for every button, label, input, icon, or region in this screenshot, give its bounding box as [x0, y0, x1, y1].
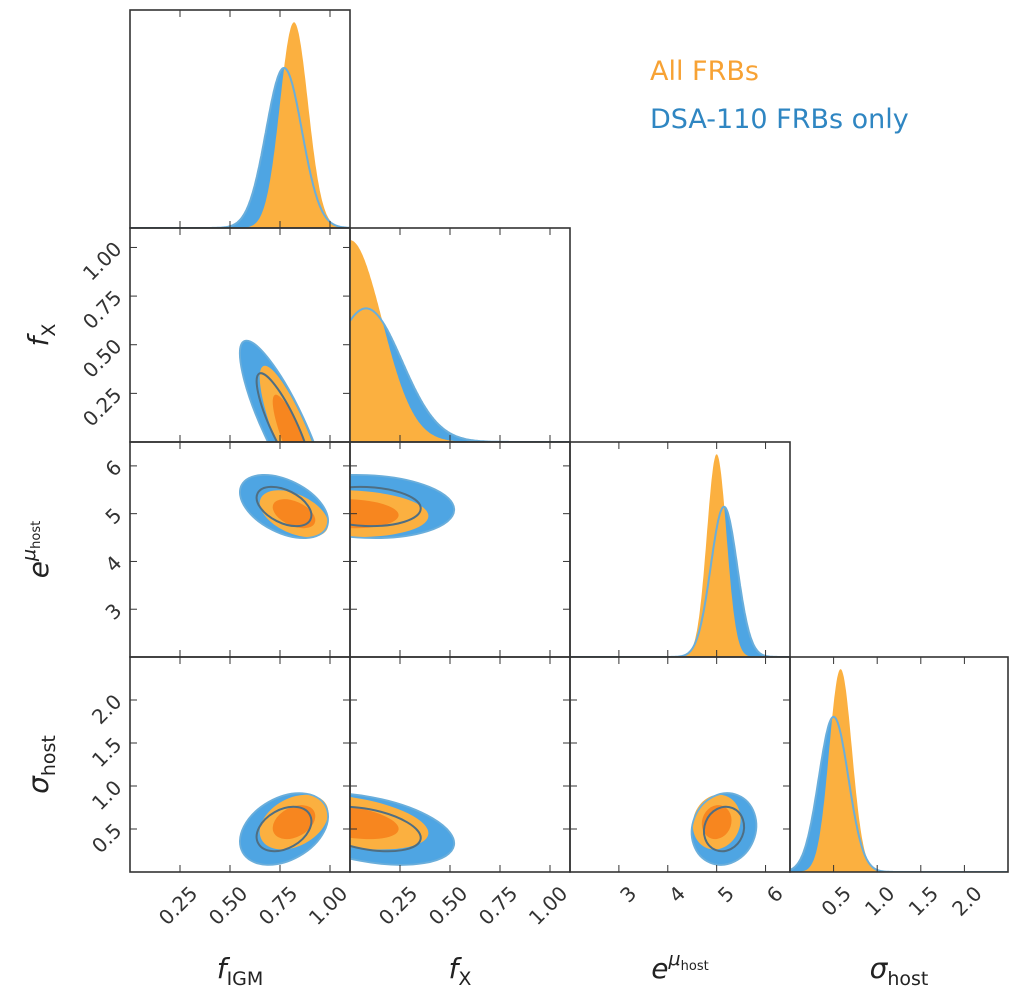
hist-fill-dsa110 [570, 506, 790, 657]
x-axis-label-1: fX [449, 952, 472, 990]
x-axis-label-0: fIGM [217, 952, 264, 990]
contour-95-line-dsa110 [239, 473, 330, 540]
label-subscript: host [38, 735, 60, 776]
label-symbol: e [22, 561, 55, 578]
x-tick-label: 1.00 [304, 881, 352, 929]
label-superscript-subscript: host [29, 521, 44, 549]
y-tick-label: 1.00 [78, 237, 126, 285]
contour-68-all-frbs [272, 805, 316, 840]
contour-panel-2-3 [690, 792, 758, 866]
x-tick-label: 0.5 [816, 881, 855, 920]
x-tick-label: 0.50 [204, 881, 252, 929]
label-subscript: IGM [227, 968, 264, 990]
x-tick-label: 0.75 [254, 881, 302, 929]
label-symbol: σ [22, 775, 55, 794]
panels [129, 9, 1009, 873]
legend-entry-dsa110: DSA-110 FRBs only [650, 104, 909, 135]
y-axis-label-1: fX [22, 324, 60, 347]
x-axis-label-3: σhost [870, 952, 929, 990]
contour-panel-1-2 [350, 473, 456, 540]
y-tick-label: 1.5 [87, 732, 126, 771]
contour-68-line-dsa110 [350, 805, 422, 853]
hist-line-dsa110 [130, 66, 350, 228]
contour-95-line-dsa110 [350, 792, 456, 866]
y-tick-label: 4 [100, 551, 126, 577]
y-axis-label-2: eμhost [18, 521, 55, 578]
x-tick-label: 4 [664, 881, 690, 907]
hist-fill-all-frbs [570, 454, 790, 657]
hist-fill-all-frbs [130, 22, 350, 228]
x-axis-label-2: eμhost [651, 948, 708, 985]
label-symbol: e [651, 952, 668, 985]
hist-line-dsa110 [790, 715, 1008, 872]
contour-68-line-dsa110 [255, 372, 313, 442]
contour-68-all-frbs [272, 394, 316, 442]
contour-68-line-dsa110 [702, 805, 746, 853]
contour-panel-0-1 [238, 339, 330, 442]
y-tick-label: 0.25 [78, 383, 126, 431]
legend: All FRBs DSA-110 FRBs only [650, 56, 909, 135]
contour-panel-0-3 [239, 792, 330, 866]
panel-frame [129, 441, 351, 658]
y-tick-label: 3 [100, 599, 126, 625]
y-tick-label: 0.75 [78, 285, 126, 333]
contour-95-line-dsa110 [239, 792, 330, 866]
label-subscript: host [887, 968, 928, 990]
x-tick-label: 1.0 [860, 881, 899, 920]
x-tick-label: 2.0 [947, 881, 986, 920]
x-tick-label: 0.25 [374, 881, 422, 929]
hist-panel-2 [570, 454, 790, 657]
panel-frame [569, 441, 791, 658]
contour-68-line-dsa110 [350, 485, 422, 528]
panel-frame [569, 656, 791, 873]
legend-entry-all-frbs: All FRBs [650, 56, 759, 87]
label-superscript-subscript: host [681, 959, 709, 974]
y-axis-label-3: σhost [22, 735, 60, 794]
label-subscript: X [38, 324, 60, 337]
x-tick-label: 3 [615, 881, 641, 907]
label-symbol: σ [870, 952, 889, 985]
contour-68-line-dsa110 [255, 485, 313, 528]
x-tick-label: 0.50 [424, 881, 472, 929]
hist-panel-1 [350, 240, 570, 442]
contour-68-all-frbs [272, 499, 316, 529]
contour-68-line-dsa110 [255, 805, 313, 853]
x-tick-label: 5 [713, 881, 739, 907]
contour-95-line-dsa110 [238, 339, 330, 442]
y-tick-label: 0.5 [87, 818, 126, 857]
hist-fill-all-frbs [350, 240, 570, 442]
y-tick-label: 6 [100, 455, 126, 481]
x-tick-label: 6 [762, 881, 788, 907]
axis-labels: 0.25 0.50 0.75 1.00 0.25 0.50 0.75 1.00 3 4 5 6 0.5 1… [18, 237, 987, 990]
label-superscript: μ [18, 549, 40, 562]
hist-line-dsa110 [350, 307, 570, 442]
hist-panel-3 [790, 669, 1008, 872]
contour-panel-0-2 [239, 473, 330, 540]
contour-68-all-frbs [350, 499, 399, 529]
contour-95-line-dsa110 [690, 792, 758, 866]
x-tick-label: 0.25 [154, 881, 202, 929]
panel-frame [789, 656, 1009, 873]
hist-panel-0 [130, 22, 350, 228]
x-tick-label: 0.75 [474, 881, 522, 929]
contour-95-line-dsa110 [350, 473, 456, 540]
label-subscript: X [458, 968, 471, 990]
label-superscript: μ [668, 948, 681, 970]
y-tick-label: 2.0 [87, 689, 126, 728]
y-tick-label: 1.0 [87, 775, 126, 814]
y-tick-label: 0.50 [78, 334, 126, 382]
contour-68-all-frbs [350, 805, 399, 840]
hist-line-dsa110 [570, 505, 790, 657]
y-tick-label: 5 [100, 503, 126, 529]
hist-fill-all-frbs [790, 669, 1008, 872]
x-tick-label: 1.5 [904, 881, 943, 920]
panel-frame [349, 441, 571, 658]
contour-68-all-frbs [701, 805, 732, 840]
panel-frame [129, 227, 351, 443]
x-tick-label: 1.00 [524, 881, 572, 929]
